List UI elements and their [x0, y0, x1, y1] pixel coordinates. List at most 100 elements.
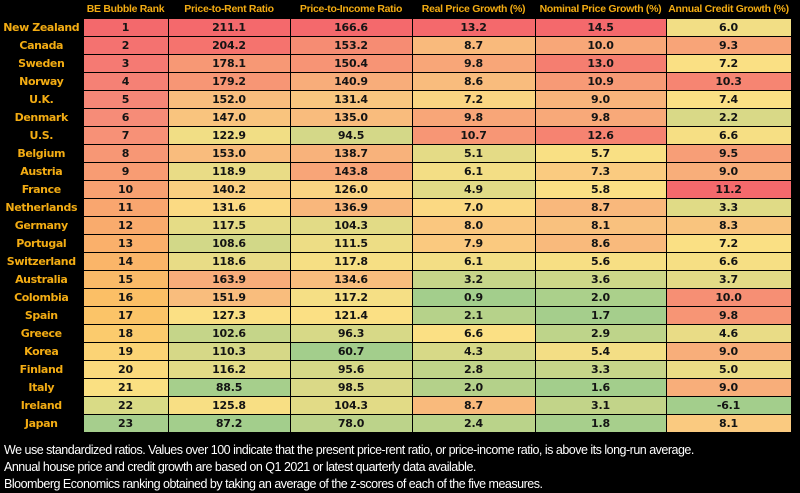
- rank-cell: 2: [82, 36, 169, 55]
- rank-cell: 19: [82, 342, 169, 361]
- value-cell: 3.1: [534, 396, 667, 415]
- value-cell: 117.2: [289, 288, 413, 307]
- rank-cell: 5: [82, 90, 169, 109]
- rank-cell: 1: [82, 18, 169, 37]
- value-cell: 96.3: [289, 324, 413, 343]
- value-cell: 5.7: [534, 144, 667, 163]
- table-row: Ireland 22 125.8 104.3 8.7 3.1 -6.1: [0, 396, 792, 415]
- value-cell: 3.3: [665, 198, 792, 217]
- value-cell: 3.6: [534, 270, 667, 289]
- value-cell: 4.9: [411, 180, 536, 199]
- value-cell: 9.0: [665, 378, 792, 397]
- value-cell: 10.0: [534, 36, 667, 55]
- value-cell: 10.3: [665, 72, 792, 91]
- value-cell: 135.0: [289, 108, 413, 127]
- value-cell: 14.5: [534, 18, 667, 37]
- rank-cell: 17: [82, 306, 169, 325]
- value-cell: 143.8: [289, 162, 413, 181]
- rank-cell: 13: [82, 234, 169, 253]
- value-cell: 9.8: [411, 108, 536, 127]
- country-label: Portugal: [0, 234, 83, 253]
- table-row: Norway 4 179.2 140.9 8.6 10.9 10.3: [0, 72, 792, 91]
- table-row: U.S. 7 122.9 94.5 10.7 12.6 6.6: [0, 126, 792, 145]
- value-cell: 118.6: [167, 252, 291, 271]
- table-row: Australia 15 163.9 134.6 3.2 3.6 3.7: [0, 270, 792, 289]
- value-cell: 163.9: [167, 270, 291, 289]
- table-row: France 10 140.2 126.0 4.9 5.8 11.2: [0, 180, 792, 199]
- value-cell: 3.7: [665, 270, 792, 289]
- value-cell: 138.7: [289, 144, 413, 163]
- table-row: New Zealand 1 211.1 166.6 13.2 14.5 6.0: [0, 18, 792, 37]
- table-row: Canada 2 204.2 153.2 8.7 10.0 9.3: [0, 36, 792, 55]
- value-cell: 4.6: [665, 324, 792, 343]
- rank-cell: 12: [82, 216, 169, 235]
- table-row: U.K. 5 152.0 131.4 7.2 9.0 7.4: [0, 90, 792, 109]
- rank-cell: 3: [82, 54, 169, 73]
- value-cell: 211.1: [167, 18, 291, 37]
- corner-cell: [0, 0, 83, 19]
- country-label: Korea: [0, 342, 83, 361]
- rank-cell: 15: [82, 270, 169, 289]
- value-cell: 2.1: [411, 306, 536, 325]
- rank-cell: 11: [82, 198, 169, 217]
- country-label: Colombia: [0, 288, 83, 307]
- value-cell: 140.2: [167, 180, 291, 199]
- value-cell: 111.5: [289, 234, 413, 253]
- value-cell: 131.6: [167, 198, 291, 217]
- value-cell: 94.5: [289, 126, 413, 145]
- country-label: Canada: [0, 36, 83, 55]
- rank-cell: 4: [82, 72, 169, 91]
- value-cell: 166.6: [289, 18, 413, 37]
- rank-cell: 21: [82, 378, 169, 397]
- rank-cell: 16: [82, 288, 169, 307]
- country-label: Finland: [0, 360, 83, 379]
- country-label: New Zealand: [0, 18, 83, 37]
- value-cell: 5.1: [411, 144, 536, 163]
- country-label: Italy: [0, 378, 83, 397]
- value-cell: 6.6: [665, 126, 792, 145]
- country-label: U.K.: [0, 90, 83, 109]
- country-label: Norway: [0, 72, 83, 91]
- value-cell: 2.0: [534, 288, 667, 307]
- value-cell: 8.7: [411, 36, 536, 55]
- value-cell: 117.8: [289, 252, 413, 271]
- value-cell: 8.1: [534, 216, 667, 235]
- value-cell: 131.4: [289, 90, 413, 109]
- column-header-price-to-income: Price-to-Income Ratio: [290, 0, 412, 19]
- header-row: BE Bubble Rank Price-to-Rent Ratio Price…: [0, 0, 791, 19]
- column-header-nominal-price-growth: Nominal Price Growth (%): [535, 0, 666, 19]
- value-cell: 8.7: [411, 396, 536, 415]
- value-cell: 140.9: [289, 72, 413, 91]
- value-cell: 9.0: [665, 342, 792, 361]
- value-cell: 1.6: [534, 378, 667, 397]
- footnotes: We use standardized ratios. Values over …: [0, 442, 800, 493]
- rank-cell: 7: [82, 126, 169, 145]
- value-cell: 1.8: [534, 414, 667, 433]
- value-cell: 0.9: [411, 288, 536, 307]
- value-cell: 3.3: [534, 360, 667, 379]
- rank-cell: 14: [82, 252, 169, 271]
- value-cell: 152.0: [167, 90, 291, 109]
- rank-cell: 20: [82, 360, 169, 379]
- value-cell: 150.4: [289, 54, 413, 73]
- table-row: Netherlands 11 131.6 136.9 7.0 8.7 3.3: [0, 198, 792, 217]
- value-cell: 151.9: [167, 288, 291, 307]
- value-cell: 104.3: [289, 396, 413, 415]
- rank-cell: 6: [82, 108, 169, 127]
- value-cell: 6.1: [411, 252, 536, 271]
- value-cell: 147.0: [167, 108, 291, 127]
- value-cell: 5.4: [534, 342, 667, 361]
- value-cell: 126.0: [289, 180, 413, 199]
- value-cell: 2.2: [665, 108, 792, 127]
- value-cell: 9.8: [665, 306, 792, 325]
- country-label: Sweden: [0, 54, 83, 73]
- column-header-price-to-rent: Price-to-Rent Ratio: [168, 0, 290, 19]
- value-cell: 2.0: [411, 378, 536, 397]
- country-label: Austria: [0, 162, 83, 181]
- country-label: Switzerland: [0, 252, 83, 271]
- country-label: Australia: [0, 270, 83, 289]
- value-cell: 7.3: [534, 162, 667, 181]
- value-cell: 134.6: [289, 270, 413, 289]
- value-cell: 110.3: [167, 342, 291, 361]
- value-cell: 9.3: [665, 36, 792, 55]
